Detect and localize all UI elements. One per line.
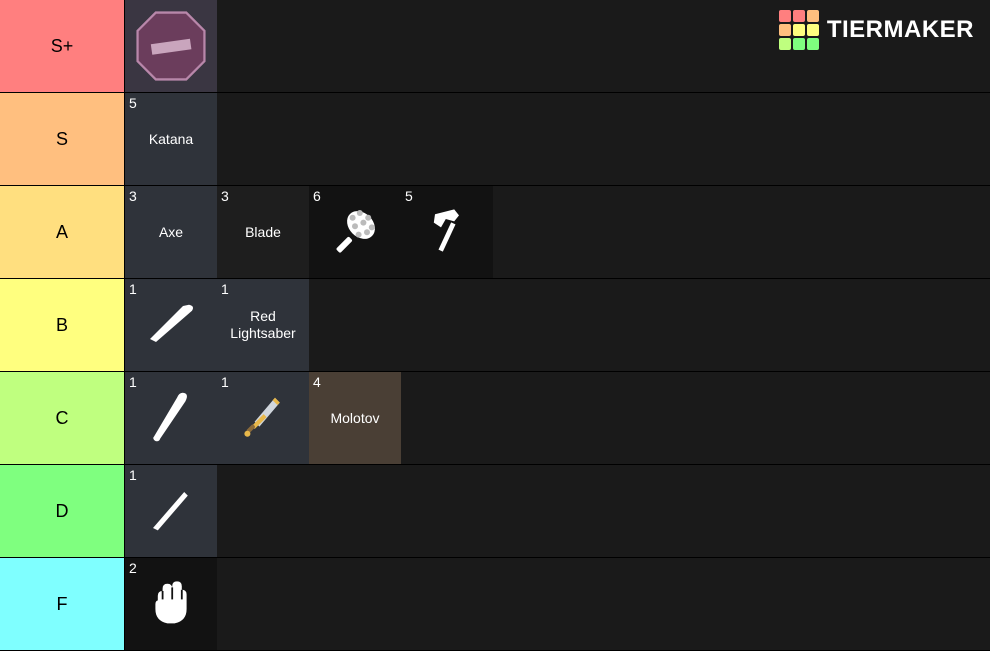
tier-row[interactable]: S5 Katana: [0, 93, 990, 186]
tier-item[interactable]: 2: [125, 558, 217, 650]
tier-label[interactable]: D: [0, 465, 125, 557]
tier-row[interactable]: B1 1RedLightsaber: [0, 279, 990, 372]
tier-item[interactable]: [125, 0, 217, 92]
tier-label[interactable]: F: [0, 558, 125, 650]
hammer-icon: [417, 201, 477, 264]
item-count: 1: [221, 374, 229, 390]
tier-item[interactable]: 5: [401, 186, 493, 278]
tier-label[interactable]: S: [0, 93, 125, 185]
item-count: 1: [221, 281, 229, 297]
tier-item[interactable]: 4 Molotov: [309, 372, 401, 464]
tier-item[interactable]: 3 Blade: [217, 186, 309, 278]
tier-item[interactable]: 1: [125, 465, 217, 557]
machete-icon: [141, 294, 201, 357]
tier-item[interactable]: 5 Katana: [125, 93, 217, 185]
tier-item[interactable]: 3 Axe: [125, 186, 217, 278]
tier-row[interactable]: D1: [0, 465, 990, 558]
tier-list: S+ S5KatanaA3Axe3Blade6 5 B1 1RedLightsa…: [0, 0, 990, 651]
tier-row[interactable]: A3Axe3Blade6 5: [0, 186, 990, 279]
item-count: 4: [313, 374, 321, 390]
item-count: 5: [405, 188, 413, 204]
tier-label[interactable]: C: [0, 372, 125, 464]
item-count: 1: [129, 374, 137, 390]
tier-item[interactable]: 1: [217, 372, 309, 464]
item-count: 6: [313, 188, 321, 204]
tier-row[interactable]: F2: [0, 558, 990, 651]
tier-items: 5 Katana: [125, 93, 990, 185]
item-count: 5: [129, 95, 137, 111]
dagger-icon: [233, 387, 293, 450]
item-count: 3: [129, 188, 137, 204]
tier-item[interactable]: 1RedLightsaber: [217, 279, 309, 371]
tier-items: 1: [125, 465, 990, 557]
tier-label[interactable]: A: [0, 186, 125, 278]
tier-item[interactable]: 1: [125, 279, 217, 371]
tier-row[interactable]: C1 1 4Molotov: [0, 372, 990, 465]
tier-item[interactable]: 6: [309, 186, 401, 278]
tier-items: 1 1 4 Molotov: [125, 372, 990, 464]
item-label: RedLightsaber: [230, 308, 295, 342]
tier-items: 3 Axe 3 Blade 6 5: [125, 186, 990, 278]
stopsign-icon: [133, 8, 209, 84]
watermark-color-grid: [779, 10, 819, 50]
tier-item[interactable]: 1: [125, 372, 217, 464]
item-count: 3: [221, 188, 229, 204]
tier-label[interactable]: S+: [0, 0, 125, 92]
fist-icon: [141, 573, 201, 636]
tiermaker-watermark: TIERMAKER: [779, 10, 974, 50]
tier-items: 1 1RedLightsaber: [125, 279, 990, 371]
item-count: 1: [129, 281, 137, 297]
item-label: Molotov: [330, 410, 379, 427]
item-label: Katana: [149, 131, 193, 148]
knife-icon: [141, 480, 201, 543]
item-label: Axe: [159, 224, 183, 241]
item-count: 1: [129, 467, 137, 483]
mace-icon: [325, 201, 385, 264]
tier-label[interactable]: B: [0, 279, 125, 371]
item-count: 2: [129, 560, 137, 576]
bat-icon: [141, 387, 201, 450]
tier-items: 2: [125, 558, 990, 650]
item-label: Blade: [245, 224, 281, 241]
watermark-text: TIERMAKER: [827, 16, 974, 44]
